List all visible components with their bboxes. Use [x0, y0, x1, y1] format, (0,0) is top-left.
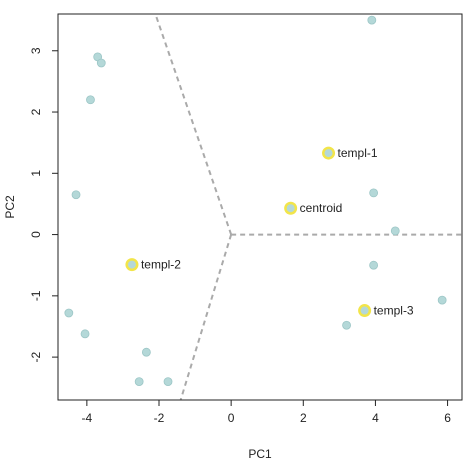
- data-point-9: [437, 295, 447, 305]
- x-tick-label-2: -2: [154, 411, 165, 425]
- x-tick-label-4: 2: [300, 411, 307, 425]
- x-tick-label-3: 0: [228, 411, 235, 425]
- x-axis: -4 -2 0 2 4 6: [82, 399, 451, 425]
- labeled-points: templ-1 centroid templ-2 templ-3: [125, 146, 414, 318]
- data-point-12: [342, 320, 351, 330]
- boundary-line-1: [154, 13, 233, 235]
- point-label-4: templ-3: [374, 304, 414, 318]
- y-tick-label-5: 2: [29, 108, 43, 115]
- x-tick-label-6: 6: [444, 411, 451, 425]
- x-tick-label-5: 4: [372, 411, 379, 425]
- data-point-14: [134, 377, 144, 387]
- y-axis: -2 -1 0 1 2 3: [29, 47, 59, 362]
- y-tick-label-3: 0: [29, 231, 43, 238]
- x-tick-label-1: -4: [82, 411, 93, 425]
- boundary-line-3: [179, 234, 233, 401]
- labeled-point-2: [286, 204, 295, 213]
- data-point-13: [141, 347, 151, 357]
- y-tick-label-2: -1: [29, 290, 43, 301]
- point-label-3: templ-2: [141, 258, 181, 272]
- data-point-10: [64, 308, 74, 318]
- data-point-11: [80, 329, 90, 339]
- boundary-lines: [154, 13, 462, 401]
- data-point-1: [367, 15, 377, 25]
- data-point-3: [96, 58, 106, 68]
- y-axis-label: PC2: [3, 195, 17, 219]
- x-axis-label: PC1: [248, 447, 272, 461]
- data-point-7: [390, 226, 400, 236]
- point-label-1: templ-1: [338, 146, 378, 160]
- data-point-6: [369, 188, 379, 198]
- labeled-point-3: [127, 260, 136, 269]
- data-point-5: [71, 190, 81, 200]
- data-point-4: [86, 95, 95, 105]
- labeled-point-1: [324, 149, 333, 158]
- y-tick-label-4: 1: [29, 170, 43, 177]
- data-point-15: [163, 377, 173, 387]
- data-points: [64, 15, 447, 387]
- point-label-2: centroid: [300, 201, 343, 215]
- data-point-8: [369, 260, 379, 270]
- labeled-point-4: [360, 306, 369, 315]
- y-tick-label-1: -2: [29, 351, 43, 362]
- y-tick-label-6: 3: [29, 47, 43, 54]
